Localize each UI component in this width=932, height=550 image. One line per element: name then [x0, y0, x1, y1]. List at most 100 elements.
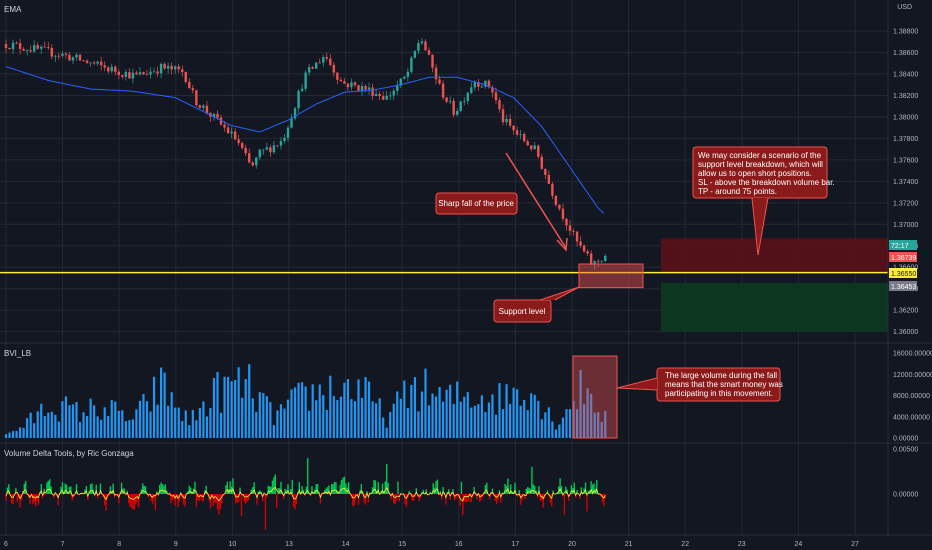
scenario-annotation[interactable]: We may consider a scenario of the suppor… — [692, 146, 835, 256]
time-axis[interactable]: 6 7 8 9 10 13 14 15 16 17 20 21 22 23 24 27 — [4, 541, 859, 548]
volume-bar — [258, 392, 261, 438]
volume-bar — [75, 401, 78, 438]
volume-bar — [184, 410, 187, 438]
price-candle — [491, 85, 494, 98]
candle-body — [456, 110, 459, 115]
stop-loss-zone — [661, 238, 888, 273]
candle-body — [103, 65, 106, 68]
price-candle — [420, 38, 424, 46]
price-candle — [262, 149, 265, 155]
entry-price-tag: 1.36739 — [891, 255, 916, 262]
price-candle — [512, 125, 515, 135]
volume-axis[interactable]: 16000.00000 12000.00000 8000.00000 4000.000… — [893, 351, 932, 443]
time-tick-label: 22 — [681, 541, 689, 548]
volume-bar — [304, 386, 307, 438]
price-candle — [350, 78, 353, 91]
price-candle — [15, 40, 18, 45]
price-candle — [198, 104, 202, 110]
price-candle — [551, 181, 554, 200]
price-candles[interactable] — [4, 38, 607, 270]
candle-body — [448, 100, 452, 102]
price-candle — [522, 132, 526, 143]
candle-body — [589, 253, 593, 265]
candle-body — [40, 46, 43, 49]
candle-body — [258, 149, 261, 158]
support-level-annotation[interactable]: Support level — [493, 286, 580, 323]
candle-body — [216, 113, 219, 118]
price-candle — [554, 195, 558, 207]
price-candle — [75, 52, 78, 61]
volume-bar — [519, 405, 522, 438]
volume-bar — [198, 408, 201, 438]
candle-body — [445, 97, 448, 102]
price-candle — [96, 60, 99, 66]
volume-bar — [466, 392, 469, 438]
volume-bar — [308, 410, 311, 438]
volume-bar — [29, 412, 32, 438]
candle-body — [300, 88, 304, 91]
candle-body — [181, 69, 184, 73]
candle-body — [329, 58, 332, 65]
candle-body — [459, 101, 462, 111]
volume-bar — [318, 384, 321, 438]
volume-bar — [174, 407, 177, 438]
price-candle — [417, 39, 420, 55]
volume-bar — [498, 383, 501, 438]
price-candle — [597, 259, 600, 267]
price-candle — [565, 217, 568, 231]
time-tick-label: 6 — [4, 541, 8, 548]
price-candle — [258, 148, 261, 161]
sharp-fall-annotation[interactable]: Sharp fall of the price — [435, 152, 568, 252]
candle-body — [593, 261, 596, 265]
candle-body — [353, 82, 357, 86]
time-tick-label: 16 — [455, 541, 463, 548]
scenario-line-3: allow us to open short positions. — [698, 169, 812, 178]
candle-body — [364, 85, 367, 90]
volume-bar — [82, 412, 85, 438]
scenario-line-2: support level breakdown, which will — [698, 160, 823, 169]
price-candle — [353, 81, 357, 88]
candle-body — [318, 62, 321, 64]
volume-bar — [15, 430, 18, 438]
price-candle — [272, 140, 276, 154]
volume-bar — [315, 400, 318, 438]
candle-body — [537, 145, 540, 157]
candle-body — [68, 54, 71, 61]
candle-body — [519, 134, 522, 135]
price-candle — [360, 81, 364, 96]
support-zone-box[interactable] — [578, 263, 644, 289]
candle-body — [561, 208, 565, 219]
candle-body — [131, 72, 135, 79]
volume-note-annotation[interactable]: The large volume during the fall means t… — [616, 367, 783, 402]
candle-body — [410, 57, 413, 72]
candle-body — [43, 46, 46, 48]
candle-body — [50, 47, 54, 57]
price-candle — [558, 204, 561, 211]
price-candle — [244, 144, 247, 157]
price-candle — [329, 54, 332, 67]
volume-bar — [237, 367, 240, 438]
volume-bar — [135, 409, 138, 438]
volume-bar — [424, 368, 427, 438]
price-candle — [325, 52, 328, 61]
volume-bar — [230, 381, 233, 438]
candle-body — [279, 141, 283, 146]
candle-body — [568, 225, 572, 231]
candle-body — [586, 251, 589, 254]
candle-body — [117, 71, 120, 76]
candle-body — [494, 92, 498, 101]
delta-axis[interactable]: 0.00500 0.00000 — [893, 447, 918, 499]
volume-bar — [43, 416, 46, 438]
candle-body — [15, 42, 18, 44]
support-level-text: Support level — [499, 307, 546, 316]
candle-body — [184, 72, 187, 82]
candle-body — [11, 42, 15, 50]
candle-body — [554, 195, 558, 205]
time-tick-label: 15 — [398, 541, 406, 548]
currency-label: USD — [897, 4, 912, 11]
candle-body — [124, 72, 128, 77]
volume-bar — [343, 382, 346, 438]
volume-highlight-box[interactable] — [572, 355, 618, 439]
volume-bar — [357, 379, 360, 438]
